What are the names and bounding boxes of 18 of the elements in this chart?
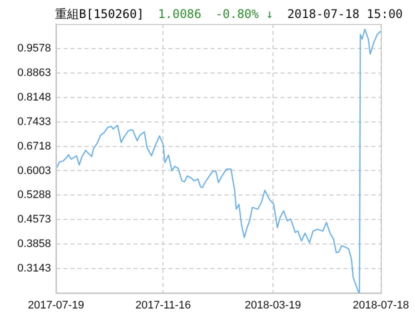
y-tick-label: 0.3143 (17, 262, 51, 275)
x-tick-label: 2017-11-16 (135, 300, 191, 312)
x-tick-label: 2017-07-19 (28, 300, 84, 312)
y-tick-label: 0.8863 (17, 66, 51, 79)
y-tick-label: 0.5288 (17, 189, 51, 202)
y-tick-label: 0.6718 (17, 140, 51, 152)
y-tick-label: 0.8148 (17, 91, 51, 104)
x-tick-label: 2018-03-19 (244, 300, 302, 312)
chart-title: 重組B[150260] (55, 7, 144, 21)
text: 2018-07-18 15:00 (287, 7, 403, 21)
y-tick-label: 0.3858 (17, 238, 51, 250)
x-tick-label: 2018-07-18 (352, 300, 410, 312)
text: 1.0086 (158, 7, 202, 21)
text: -0.80% ↓ (215, 7, 274, 21)
y-tick-label: 0.9578 (17, 42, 51, 54)
y-tick-label: 0.4573 (17, 214, 51, 226)
y-tick-label: 0.7433 (17, 116, 51, 128)
y-tick-label: 0.6003 (17, 164, 51, 177)
